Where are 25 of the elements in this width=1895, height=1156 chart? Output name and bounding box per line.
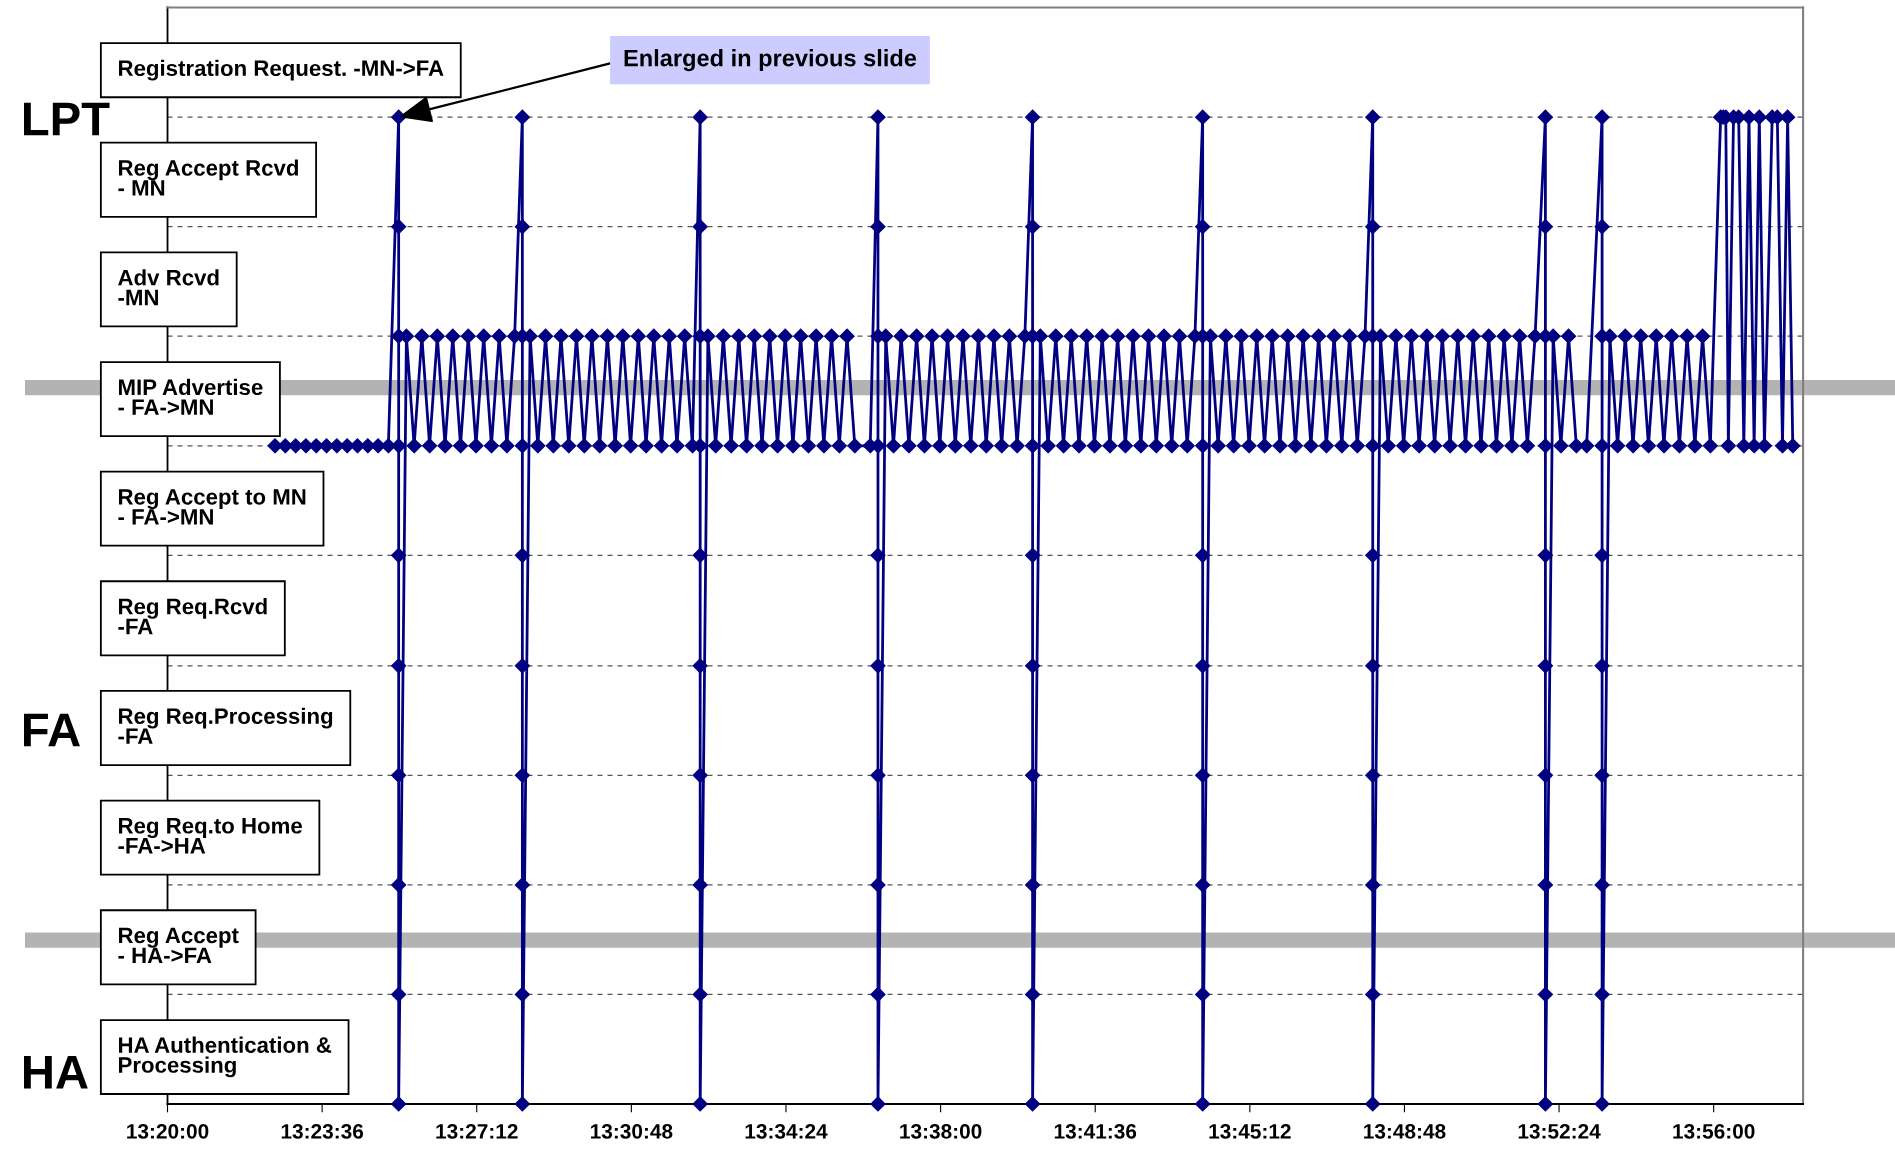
text: FA [24, 713, 80, 747]
annotation: Reg Accept - HA->FA [118, 927, 239, 964]
x-tick-label: 13:34:24 [745, 1123, 828, 1139]
x-tick-label: 13:48:48 [1364, 1123, 1446, 1139]
text: LPT [24, 102, 110, 136]
x-tick-label: 13:56:00 [1673, 1123, 1755, 1139]
text: HA [24, 1055, 88, 1089]
annotation: Enlarged in previous slide [624, 49, 917, 72]
x-tick-label: 13:41:36 [1054, 1123, 1137, 1139]
x-tick-label: 13:38:00 [900, 1123, 982, 1139]
text: Registration Request. -MN->FA [119, 59, 444, 81]
x-tick-label: 13:45:12 [1209, 1123, 1291, 1139]
annotation: Adv Rcvd -MN [118, 269, 219, 306]
x-tick-label: 13:20:00 [127, 1123, 209, 1139]
x-tick-label: 13:30:48 [590, 1123, 673, 1139]
annotation: Reg Accept Rcvd - MN [118, 159, 298, 196]
annotation: MIP Advertise - FA->MN [118, 378, 263, 415]
annotation: Reg Req.to Home -FA->HA [118, 818, 302, 854]
annotation: Reg Req.Rcvd -FA [118, 598, 267, 635]
x-tick-label: 13:27:12 [436, 1123, 518, 1139]
annotation: Reg Req.Processing -FA [118, 707, 333, 744]
annotation: Reg Accept to MN - FA->MN [118, 489, 306, 525]
x-tick-label: 13:52:24 [1518, 1123, 1601, 1139]
x-tick-label: 13:23:36 [281, 1123, 364, 1139]
annotation: HA Authentication & Processing [119, 1036, 332, 1078]
